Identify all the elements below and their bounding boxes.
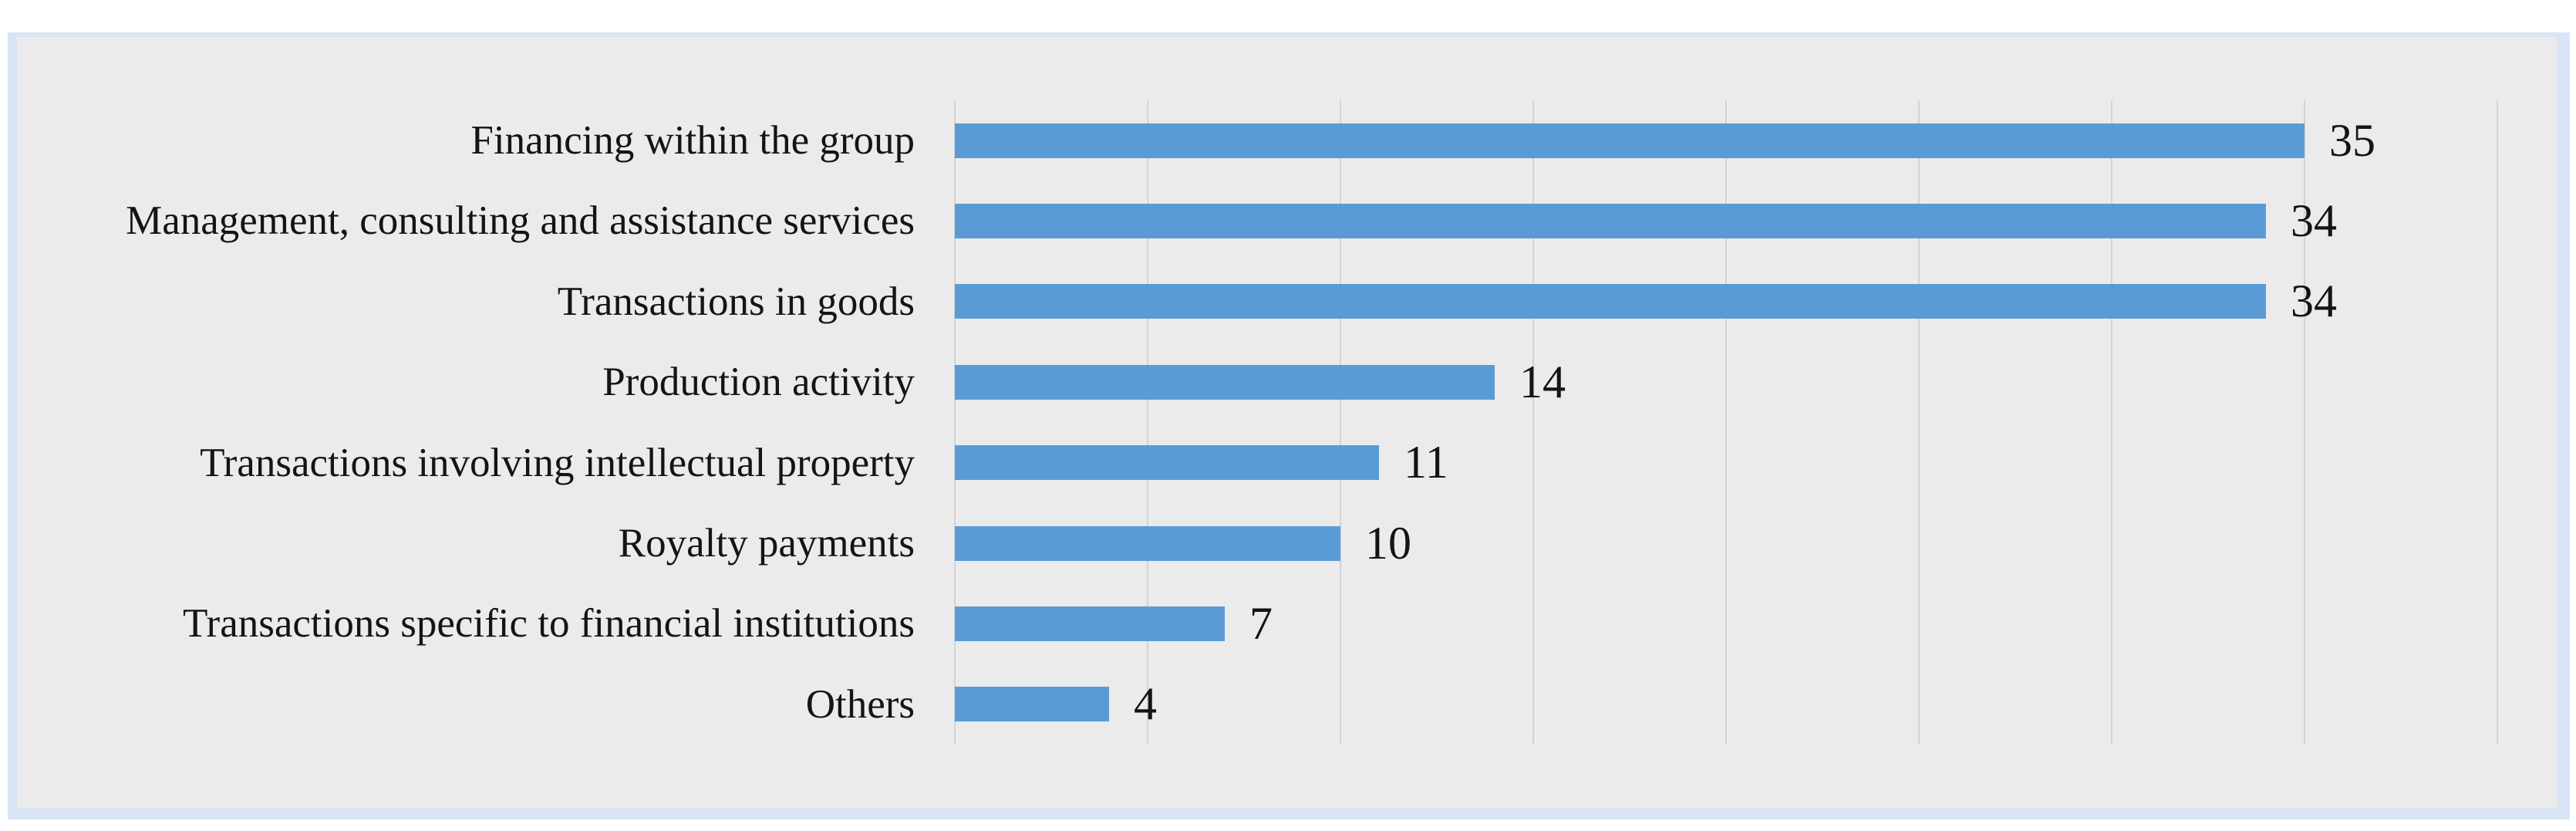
bar [955,525,1340,561]
value-label: 7 [1249,597,1273,649]
bar-zone: 11 [955,423,2576,503]
chart-row: Transactions involving intellectual prop… [0,423,2576,503]
chart-panel [8,32,2570,819]
chart-row: Production activity 14 [0,342,2576,422]
value-label: 34 [2291,275,2337,327]
gridline [1918,100,1920,745]
gridline [1147,100,1148,745]
gridline [2497,100,2498,745]
category-label: Financing within the group [470,118,915,164]
gridline [1340,100,1341,745]
bar [955,445,1379,481]
bar [955,687,1109,722]
category-label: Management, consulting and assistance se… [126,198,915,244]
gridlines [954,100,2498,745]
value-label: 35 [2329,114,2375,166]
bar [955,204,2266,239]
plot-background [17,37,2557,809]
chart-row: Transactions in goods 34 [0,262,2576,342]
bar-zone: 35 [955,100,2576,181]
gridline [2111,100,2112,745]
gridline [1725,100,1727,745]
category-label: Transactions specific to financial insti… [183,601,915,647]
value-label: 34 [2291,195,2337,247]
chart-row: Others 4 [0,664,2576,745]
chart-row: Royalty payments 10 [0,503,2576,583]
chart-row: Financing within the group 35 [0,100,2576,181]
value-label: 10 [1365,517,1411,569]
gridline [954,100,956,745]
bar-zone: 34 [955,262,2576,342]
gridline [1532,100,1534,745]
bar [955,606,1225,641]
gridline [2304,100,2305,745]
category-label: Production activity [602,360,915,405]
chart-row: Transactions specific to financial insti… [0,583,2576,664]
bar-zone: 7 [955,583,2576,664]
bar-zone: 4 [955,664,2576,745]
bar-rows: Financing within the group 35 Management, … [0,100,2576,745]
category-label: Transactions involving intellectual prop… [200,440,915,485]
bar-zone: 34 [955,181,2576,261]
category-label: Royalty payments [618,520,915,566]
bar [955,284,2266,319]
bar-zone: 10 [955,503,2576,583]
bar [955,364,1495,400]
bar-zone: 14 [955,342,2576,422]
value-label: 11 [1404,437,1448,488]
category-label: Others [805,681,915,727]
bar [955,123,2305,158]
value-label: 4 [1134,678,1157,730]
chart-row: Management, consulting and assistance se… [0,181,2576,261]
value-label: 14 [1519,356,1566,407]
category-label: Transactions in goods [557,279,915,324]
